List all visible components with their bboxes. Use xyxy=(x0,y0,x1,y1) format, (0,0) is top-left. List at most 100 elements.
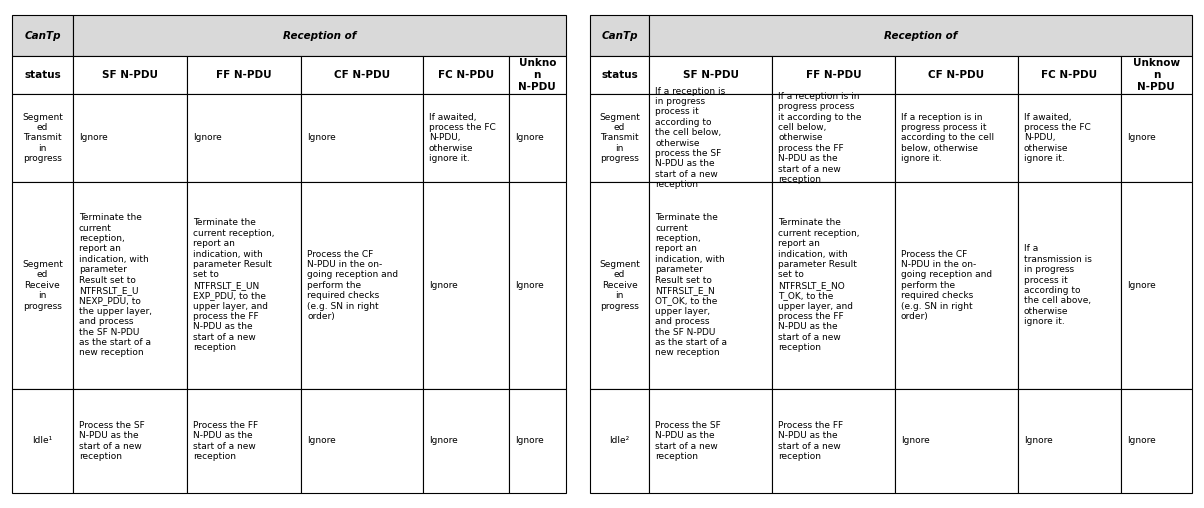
Text: Ignore: Ignore xyxy=(901,436,929,446)
Text: status: status xyxy=(24,70,60,80)
Bar xyxy=(509,94,566,182)
Text: If a reception is in
progress process it
according to the cell
below, otherwise
: If a reception is in progress process it… xyxy=(901,113,995,163)
Text: FC N-PDU: FC N-PDU xyxy=(1041,70,1097,80)
Bar xyxy=(72,182,187,389)
Bar xyxy=(895,94,1017,182)
Text: Idle²: Idle² xyxy=(609,436,630,446)
Text: If a reception is
in progress
process it
according to
the cell below,
otherwise
: If a reception is in progress process it… xyxy=(655,86,726,189)
Text: Process the FF
N-PDU as the
start of a new
reception: Process the FF N-PDU as the start of a n… xyxy=(193,421,259,461)
Text: Ignore: Ignore xyxy=(1127,133,1156,142)
Bar xyxy=(12,389,72,493)
Text: Process the SF
N-PDU as the
start of a new
reception: Process the SF N-PDU as the start of a n… xyxy=(78,421,144,461)
Bar xyxy=(187,94,301,182)
Bar xyxy=(509,182,566,389)
Text: Ignore: Ignore xyxy=(429,436,458,446)
Bar xyxy=(1121,182,1192,389)
Text: Terminate the
current reception,
report an
indication, with
parameter Result
set: Terminate the current reception, report … xyxy=(778,218,860,352)
Bar xyxy=(590,182,649,389)
Text: Reception of: Reception of xyxy=(884,30,957,41)
Text: CF N-PDU: CF N-PDU xyxy=(928,70,985,80)
Text: If awaited,
process the FC
N-PDU,
otherwise
ignore it.: If awaited, process the FC N-PDU, otherw… xyxy=(1023,113,1091,163)
Text: CF N-PDU: CF N-PDU xyxy=(335,70,390,80)
Text: Ignore: Ignore xyxy=(429,281,458,290)
Text: Process the FF
N-PDU as the
start of a new
reception: Process the FF N-PDU as the start of a n… xyxy=(778,421,843,461)
Bar xyxy=(12,182,72,389)
Text: FC N-PDU: FC N-PDU xyxy=(438,70,494,80)
Bar xyxy=(509,389,566,493)
Bar xyxy=(187,389,301,493)
Text: Reception of: Reception of xyxy=(283,30,356,41)
Text: Ignore: Ignore xyxy=(515,436,543,446)
Text: SF N-PDU: SF N-PDU xyxy=(683,70,739,80)
Bar xyxy=(301,94,423,182)
Text: SF N-PDU: SF N-PDU xyxy=(102,70,158,80)
Bar xyxy=(12,56,72,94)
Bar xyxy=(649,389,772,493)
Bar xyxy=(301,389,423,493)
Bar xyxy=(423,389,509,493)
Text: Process the SF
N-PDU as the
start of a new
reception: Process the SF N-PDU as the start of a n… xyxy=(655,421,721,461)
Text: CanTp: CanTp xyxy=(602,30,638,41)
Bar xyxy=(1017,182,1121,389)
Text: Ignore: Ignore xyxy=(1127,281,1156,290)
Bar xyxy=(72,15,566,56)
Bar xyxy=(187,182,301,389)
Bar xyxy=(12,15,72,56)
Bar xyxy=(423,94,509,182)
Bar xyxy=(649,15,1192,56)
Bar xyxy=(12,94,72,182)
Bar xyxy=(72,56,187,94)
Bar xyxy=(423,182,509,389)
Text: Process the CF
N-PDU in the on-
going reception and
perform the
required checks
: Process the CF N-PDU in the on- going re… xyxy=(901,250,992,321)
Text: Ignore: Ignore xyxy=(515,281,543,290)
Text: Unknow
n
N-PDU: Unknow n N-PDU xyxy=(1133,58,1180,91)
Text: If awaited,
process the FC
N-PDU,
otherwise
ignore it.: If awaited, process the FC N-PDU, otherw… xyxy=(429,113,496,163)
Text: Segment
ed
Transmit
in
progress: Segment ed Transmit in progress xyxy=(600,113,641,163)
Bar xyxy=(649,56,772,94)
Text: CanTp: CanTp xyxy=(24,30,60,41)
Text: Ignore: Ignore xyxy=(307,133,336,142)
Bar xyxy=(895,182,1017,389)
Text: Ignore: Ignore xyxy=(1127,436,1156,446)
Text: Ignore: Ignore xyxy=(193,133,222,142)
Bar xyxy=(895,56,1017,94)
Bar xyxy=(772,94,895,182)
Bar xyxy=(590,389,649,493)
Text: FF N-PDU: FF N-PDU xyxy=(805,70,861,80)
Bar xyxy=(590,15,649,56)
Bar xyxy=(301,182,423,389)
Text: If a reception is in
progress process
it according to the
cell below,
otherwise
: If a reception is in progress process it… xyxy=(778,92,862,184)
Text: FF N-PDU: FF N-PDU xyxy=(217,70,272,80)
Bar xyxy=(772,56,895,94)
Text: Unkno
n
N-PDU: Unkno n N-PDU xyxy=(519,58,556,91)
Text: Segment
ed
Receive
in
progress: Segment ed Receive in progress xyxy=(600,260,641,311)
Bar xyxy=(1017,94,1121,182)
Text: Ignore: Ignore xyxy=(515,133,543,142)
Bar xyxy=(72,94,187,182)
Bar xyxy=(895,389,1017,493)
Bar xyxy=(187,56,301,94)
Text: Ignore: Ignore xyxy=(78,133,107,142)
Bar xyxy=(509,56,566,94)
Text: If a
transmission is
in progress
process it
according to
the cell above,
otherwi: If a transmission is in progress process… xyxy=(1023,244,1092,326)
Bar xyxy=(590,56,649,94)
Bar xyxy=(1121,56,1192,94)
Bar xyxy=(649,182,772,389)
Text: Ignore: Ignore xyxy=(1023,436,1052,446)
Bar xyxy=(649,94,772,182)
Text: Terminate the
current
reception,
report an
indication, with
parameter
Result set: Terminate the current reception, report … xyxy=(78,213,152,358)
Bar xyxy=(772,182,895,389)
Bar xyxy=(1121,94,1192,182)
Text: Segment
ed
Receive
in
progress: Segment ed Receive in progress xyxy=(22,260,63,311)
Text: status: status xyxy=(601,70,638,80)
Text: Ignore: Ignore xyxy=(307,436,336,446)
Bar xyxy=(590,94,649,182)
Text: Terminate the
current reception,
report an
indication, with
parameter Result
set: Terminate the current reception, report … xyxy=(193,218,275,352)
Bar xyxy=(1017,56,1121,94)
Text: Process the CF
N-PDU in the on-
going reception and
perform the
required checks
: Process the CF N-PDU in the on- going re… xyxy=(307,250,399,321)
Bar xyxy=(72,389,187,493)
Bar xyxy=(772,389,895,493)
Bar xyxy=(423,56,509,94)
Text: Terminate the
current
reception,
report an
indication, with
parameter
Result set: Terminate the current reception, report … xyxy=(655,213,727,358)
Text: Segment
ed
Transmit
in
progress: Segment ed Transmit in progress xyxy=(22,113,63,163)
